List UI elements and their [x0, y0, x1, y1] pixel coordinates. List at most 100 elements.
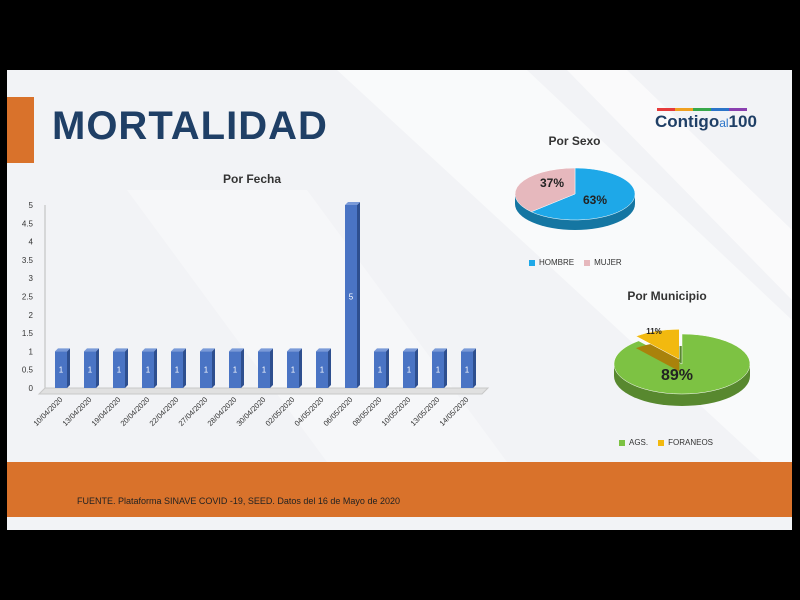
slide: MORTALIDAD Contigoal100 Por Fecha 0 0.5 1 1…	[7, 70, 792, 530]
title-accent-bar	[7, 97, 34, 163]
bar	[258, 351, 270, 388]
bar-side	[386, 348, 389, 388]
x-tick-label: 14/05/2020	[438, 395, 471, 428]
logo-part-1: Contigo	[655, 112, 720, 131]
bar-top	[258, 348, 273, 352]
bar-top	[55, 348, 70, 352]
bar	[287, 351, 299, 388]
bar-top	[171, 348, 186, 352]
footer-bar	[7, 462, 792, 517]
bar-top	[287, 348, 302, 352]
bar-top	[461, 348, 476, 352]
bar-side	[241, 348, 244, 388]
bar-side	[270, 348, 273, 388]
bar-side	[444, 348, 447, 388]
bar-top	[316, 348, 331, 352]
x-tick-label: 04/05/2020	[293, 395, 326, 428]
bar-side	[357, 202, 360, 388]
logo: Contigoal100	[655, 112, 757, 132]
logo-part-2: al	[719, 116, 729, 130]
bar	[374, 351, 386, 388]
bar-chart: 0 0.5 1 1.5 2 2.5 3 3.5 4 4.5 5 1 10/04/2020 1 13/04/2…	[22, 201, 490, 428]
municipio-pie-chart: 89% 11%	[613, 327, 751, 406]
bar	[432, 351, 444, 388]
municipio-pie-title: Por Municipio	[627, 289, 707, 303]
bar-side	[415, 348, 418, 388]
pie-data-label: 89%	[661, 367, 693, 384]
bar	[200, 351, 212, 388]
y-tick-label: 5	[29, 201, 34, 210]
bar-data-label: 1	[117, 366, 122, 375]
source-note: FUENTE. Plataforma SINAVE COVID -19, SEE…	[77, 496, 400, 506]
bar-data-label: 1	[320, 366, 325, 375]
y-tick-label: 2.5	[22, 293, 34, 302]
pie-data-label: 37%	[540, 176, 564, 190]
y-tick-label: 3	[29, 274, 34, 283]
legend-item-ags: AGS.	[619, 438, 648, 447]
bar-side	[183, 348, 186, 388]
municipio-pie-legend: AGS. FORANEOS	[619, 438, 713, 447]
bar-top	[432, 348, 447, 352]
bar-top	[345, 202, 360, 205]
sex-pie-title: Por Sexo	[548, 134, 601, 148]
pie-slice	[514, 167, 576, 213]
bar-top	[84, 348, 99, 352]
bar	[55, 351, 67, 388]
bar-data-label: 1	[146, 366, 151, 375]
bar-side	[67, 348, 70, 388]
bar	[316, 351, 328, 388]
bar-side	[299, 348, 302, 388]
bar	[113, 351, 125, 388]
bar	[345, 205, 357, 388]
bar-side	[473, 348, 476, 388]
pie-slice	[635, 329, 680, 360]
y-tick-label: 1.5	[22, 329, 34, 338]
bar	[84, 351, 96, 388]
legend-item-mujer: MUJER	[584, 258, 622, 267]
bar-data-label: 1	[204, 366, 209, 375]
x-tick-label: 19/04/2020	[90, 395, 123, 428]
y-tick-label: 3.5	[22, 256, 34, 265]
bar	[142, 351, 154, 388]
x-axis-floor	[37, 387, 490, 395]
bar-side	[328, 348, 331, 388]
pie-slice	[530, 167, 636, 221]
legend-item-hombre: HOMBRE	[529, 258, 574, 267]
y-tick-label: 2	[29, 311, 34, 320]
x-tick-label: 13/04/2020	[61, 395, 94, 428]
bar-chart-title: Por Fecha	[222, 172, 282, 186]
x-tick-label: 10/04/2020	[32, 395, 65, 428]
x-tick-label: 06/05/2020	[322, 395, 355, 428]
bar-data-label: 1	[262, 366, 267, 375]
bar-top	[229, 348, 244, 352]
x-tick-label: 27/04/2020	[177, 395, 210, 428]
bar-top	[142, 348, 157, 352]
x-tick-label: 20/04/2020	[119, 395, 152, 428]
bar-data-label: 1	[436, 366, 441, 375]
y-tick-label: 0.5	[22, 366, 34, 375]
bar-data-label: 1	[59, 366, 64, 375]
bar	[171, 351, 183, 388]
bar-side	[125, 348, 128, 388]
bar-side	[212, 348, 215, 388]
bar-top	[374, 348, 389, 352]
bar-top	[200, 348, 215, 352]
legend-item-foraneos: FORANEOS	[658, 438, 713, 447]
y-tick-label: 4	[29, 238, 34, 247]
bar	[403, 351, 415, 388]
pie-slice	[613, 333, 751, 395]
bar-data-label: 1	[175, 366, 180, 375]
bar-data-label: 1	[465, 366, 470, 375]
bar-side	[154, 348, 157, 388]
x-tick-label: 28/04/2020	[206, 395, 239, 428]
bar-data-label: 1	[233, 366, 238, 375]
pie-data-label: 11%	[646, 327, 662, 336]
pie-data-label: 63%	[583, 193, 607, 207]
x-tick-label: 02/05/2020	[264, 395, 297, 428]
y-tick-label: 4.5	[22, 219, 34, 228]
bar-data-label: 1	[378, 366, 383, 375]
bar	[229, 351, 241, 388]
bar-side	[96, 348, 99, 388]
x-tick-label: 30/04/2020	[235, 395, 268, 428]
x-tick-label: 22/04/2020	[148, 395, 181, 428]
